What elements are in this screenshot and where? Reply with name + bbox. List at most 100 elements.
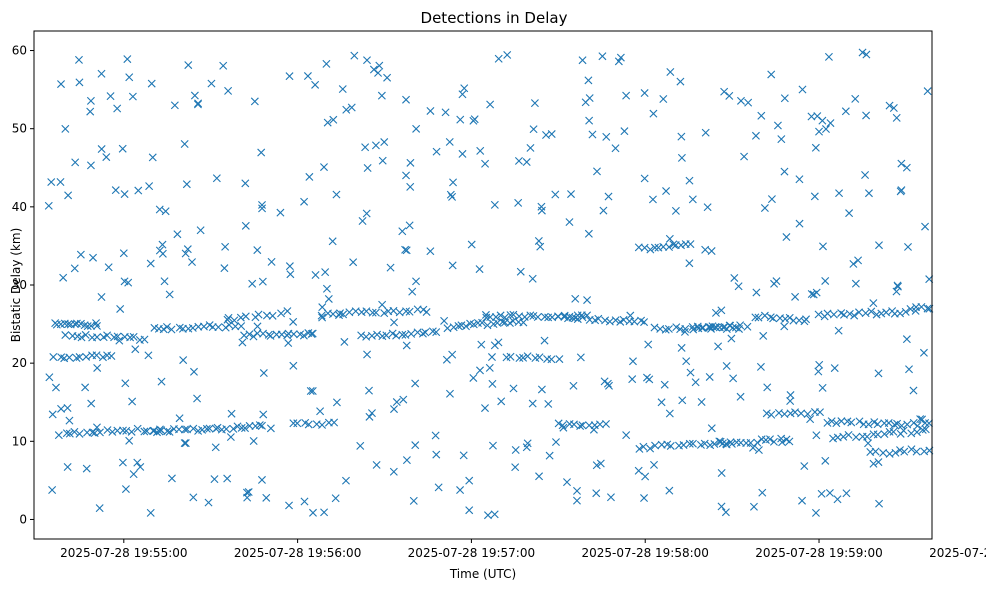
- detection-point: [155, 246, 164, 255]
- detection-point: [83, 322, 92, 331]
- detection-point: [71, 158, 80, 167]
- detection-point: [128, 397, 137, 406]
- detection-point: [606, 493, 615, 502]
- detection-point: [194, 99, 203, 108]
- x-axis-label: Time (UTC): [449, 567, 516, 581]
- detection-point: [551, 190, 560, 199]
- detection-point: [331, 494, 340, 503]
- detection-point: [509, 384, 518, 393]
- x-tick-label: 2025-07-28 19:58:00: [581, 546, 708, 560]
- detection-point: [528, 274, 537, 283]
- detection-point: [809, 290, 818, 299]
- detection-point: [864, 420, 873, 429]
- detection-point: [589, 425, 598, 434]
- detection-point: [540, 312, 549, 321]
- detection-point: [174, 425, 183, 434]
- detection-point: [378, 300, 387, 309]
- detection-point: [363, 350, 372, 359]
- detection-point: [640, 89, 649, 98]
- detection-point: [330, 418, 339, 427]
- detection-point: [592, 461, 601, 470]
- detection-point: [242, 488, 251, 497]
- detection-point: [697, 398, 706, 406]
- detection-point: [129, 470, 138, 479]
- detection-point: [95, 428, 104, 437]
- detection-point: [133, 424, 142, 433]
- detection-point: [75, 353, 84, 362]
- detection-point: [795, 175, 804, 184]
- detection-point: [535, 472, 544, 481]
- detection-point: [459, 451, 468, 460]
- detection-point: [707, 324, 716, 333]
- detection-point: [47, 178, 56, 187]
- detection-point: [161, 207, 170, 216]
- detection-point: [390, 318, 399, 327]
- detection-point: [220, 264, 229, 273]
- detection-point: [918, 415, 927, 424]
- detection-point: [646, 444, 655, 453]
- detection-point: [864, 439, 873, 448]
- detection-point: [380, 138, 389, 147]
- detection-point: [544, 399, 553, 408]
- detection-point: [558, 421, 567, 430]
- detection-point: [780, 167, 789, 176]
- detection-point: [817, 489, 826, 498]
- detection-point: [498, 317, 507, 326]
- detection-point: [545, 451, 554, 460]
- detection-point: [402, 456, 411, 465]
- detection-point: [743, 322, 752, 331]
- detection-point: [70, 427, 79, 436]
- detection-point: [259, 369, 268, 378]
- detection-point: [456, 486, 465, 495]
- detection-point: [72, 354, 81, 362]
- detection-point: [378, 156, 387, 165]
- detection-point: [255, 421, 264, 430]
- detection-point: [76, 250, 85, 259]
- detection-point: [648, 195, 657, 204]
- detection-point: [573, 315, 582, 324]
- detection-point: [877, 309, 886, 318]
- detection-point: [740, 152, 749, 161]
- detection-point: [74, 55, 83, 64]
- detection-point: [483, 511, 492, 520]
- detection-point: [503, 50, 512, 59]
- detection-point: [460, 84, 469, 93]
- detection-point: [861, 170, 870, 179]
- detection-point: [700, 439, 709, 448]
- detection-point: [533, 313, 542, 322]
- detection-point: [267, 257, 276, 266]
- y-axis-label: Bistatic Delay (km): [9, 228, 23, 343]
- detection-point: [75, 78, 84, 87]
- detection-point: [362, 209, 371, 218]
- detection-point: [62, 429, 71, 438]
- detection-point: [785, 437, 794, 446]
- detection-point: [845, 209, 854, 218]
- detection-point: [798, 85, 807, 94]
- detection-point: [322, 59, 331, 68]
- detection-point: [377, 91, 386, 100]
- detection-point: [64, 320, 73, 329]
- detection-point: [514, 156, 523, 165]
- detection-point: [874, 458, 883, 467]
- detection-point: [611, 316, 620, 325]
- detection-point: [758, 488, 767, 497]
- detection-point: [916, 415, 925, 424]
- detection-point: [815, 360, 824, 369]
- detection-point: [131, 345, 140, 354]
- detection-point: [257, 421, 266, 430]
- detection-point: [678, 396, 687, 405]
- detection-point: [257, 148, 266, 157]
- detection-point: [142, 427, 151, 436]
- detection-point: [818, 383, 827, 392]
- detection-point: [253, 246, 262, 255]
- detection-point: [885, 101, 894, 110]
- detection-point: [703, 203, 712, 212]
- detection-point: [669, 240, 678, 249]
- detection-point: [160, 277, 169, 286]
- detection-point: [851, 279, 860, 288]
- detection-point: [661, 325, 670, 334]
- detection-point: [320, 163, 328, 172]
- detection-point: [398, 227, 407, 236]
- x-tick-label: 2025-07-28 19:55:00: [60, 546, 187, 560]
